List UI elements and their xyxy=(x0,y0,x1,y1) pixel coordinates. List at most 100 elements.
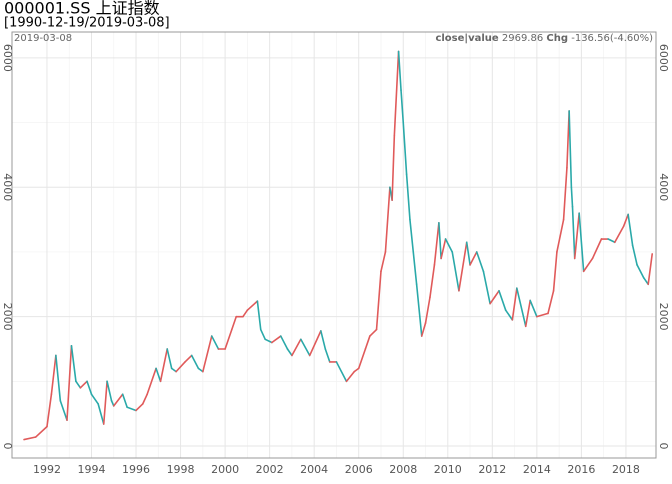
line-segment xyxy=(397,50,402,92)
x-tick-label: 1994 xyxy=(77,463,105,476)
chart-subtitle: [1990-12-19/2019-03-08] xyxy=(4,16,170,31)
line-segment xyxy=(424,296,431,324)
line-segment xyxy=(75,380,82,389)
line-segment xyxy=(504,309,514,321)
line-segment xyxy=(279,335,289,350)
line-segment xyxy=(529,299,538,318)
line-segment xyxy=(291,338,302,357)
line-segment xyxy=(369,328,378,337)
line-segment xyxy=(571,205,576,260)
line-segment xyxy=(66,344,73,421)
panel-border xyxy=(11,31,657,459)
line-segment xyxy=(591,238,603,260)
line-segment xyxy=(498,289,507,311)
line-segment xyxy=(402,121,408,176)
line-segment xyxy=(582,257,594,273)
line-segment xyxy=(536,312,549,318)
line-segment xyxy=(345,370,356,383)
line-segment xyxy=(647,253,654,286)
line-segment xyxy=(121,393,128,409)
line-segment xyxy=(97,403,105,425)
line-segment xyxy=(166,348,173,370)
line-segment xyxy=(102,380,108,425)
line-segment xyxy=(300,338,311,357)
x-tick-label: 2000 xyxy=(211,463,239,476)
x-tick-label: 1996 xyxy=(122,463,150,476)
line-segment xyxy=(552,251,558,292)
line-segment xyxy=(364,335,371,350)
line-segment xyxy=(465,241,471,266)
x-tick-label: 2012 xyxy=(478,463,506,476)
line-segment xyxy=(324,348,331,363)
line-segment xyxy=(482,270,491,305)
line-segment xyxy=(568,110,573,189)
line-segment xyxy=(375,270,382,331)
line-segment xyxy=(59,399,68,421)
line-segment xyxy=(469,251,478,266)
x-tick-label: 2016 xyxy=(567,463,595,476)
line-segment xyxy=(556,218,565,253)
line-segment xyxy=(159,348,169,383)
line-segment xyxy=(524,299,531,328)
y-tick-label: 2000 xyxy=(1,303,14,331)
line-segment xyxy=(489,296,496,305)
line-segment xyxy=(126,406,137,412)
line-segment xyxy=(112,393,124,407)
line-segment xyxy=(271,335,282,344)
line-segment xyxy=(384,186,391,253)
line-segment xyxy=(420,322,427,337)
line-segment xyxy=(353,367,360,373)
line-segment xyxy=(451,251,460,292)
legend-label: close|value xyxy=(435,33,498,44)
line-segment xyxy=(516,287,527,328)
line-segment xyxy=(141,393,148,405)
line-segment xyxy=(23,436,37,441)
line-segment xyxy=(55,354,62,402)
y-tick-label-right: 2000 xyxy=(657,303,670,331)
x-tick-label: 2004 xyxy=(300,463,328,476)
chart-title: 000001.SS 上证指数 xyxy=(4,0,160,18)
line-segment xyxy=(184,354,193,363)
line-segment xyxy=(264,338,273,344)
line-segment xyxy=(210,335,220,350)
line-segment xyxy=(412,251,418,286)
line-segment xyxy=(35,425,48,438)
line-segment xyxy=(429,264,436,299)
line-segment xyxy=(146,367,157,396)
line-segment xyxy=(627,213,634,247)
line-segment xyxy=(170,367,177,373)
line-segment xyxy=(573,212,580,260)
line-segment xyxy=(357,348,367,370)
date-label: 2019-03-08 xyxy=(14,33,72,44)
line-segment xyxy=(256,300,262,331)
line-segment xyxy=(444,238,454,253)
line-segment xyxy=(438,222,442,260)
line-segment xyxy=(493,289,500,299)
line-segment xyxy=(246,300,259,311)
legend: close|value 2969.86 Chg -136.56(-4.60%) xyxy=(435,33,653,44)
y-tick-label-right: 0 xyxy=(657,443,670,450)
line-segment xyxy=(631,244,638,266)
line-segment xyxy=(562,167,568,221)
line-segment xyxy=(475,251,485,273)
x-tick-label: 2018 xyxy=(612,463,640,476)
line-segment xyxy=(458,241,468,292)
line-segment xyxy=(578,212,585,273)
line-segment xyxy=(79,380,88,389)
line-segment xyxy=(202,335,213,373)
line-segment xyxy=(607,238,616,244)
chg-value: -136.56(-4.60%) xyxy=(571,33,653,44)
line-segment xyxy=(230,315,238,331)
line-segment xyxy=(433,222,440,266)
line-segment xyxy=(511,287,518,321)
line-segment xyxy=(393,50,400,137)
y-tick-label-right: 6000 xyxy=(657,44,670,72)
line-segment xyxy=(46,393,53,428)
line-segment xyxy=(286,348,293,357)
y-tick-label: 6000 xyxy=(1,44,14,72)
line-segment xyxy=(155,367,162,383)
y-tick-label: 4000 xyxy=(1,173,14,201)
line-segment xyxy=(622,213,629,227)
line-segment xyxy=(86,380,93,396)
